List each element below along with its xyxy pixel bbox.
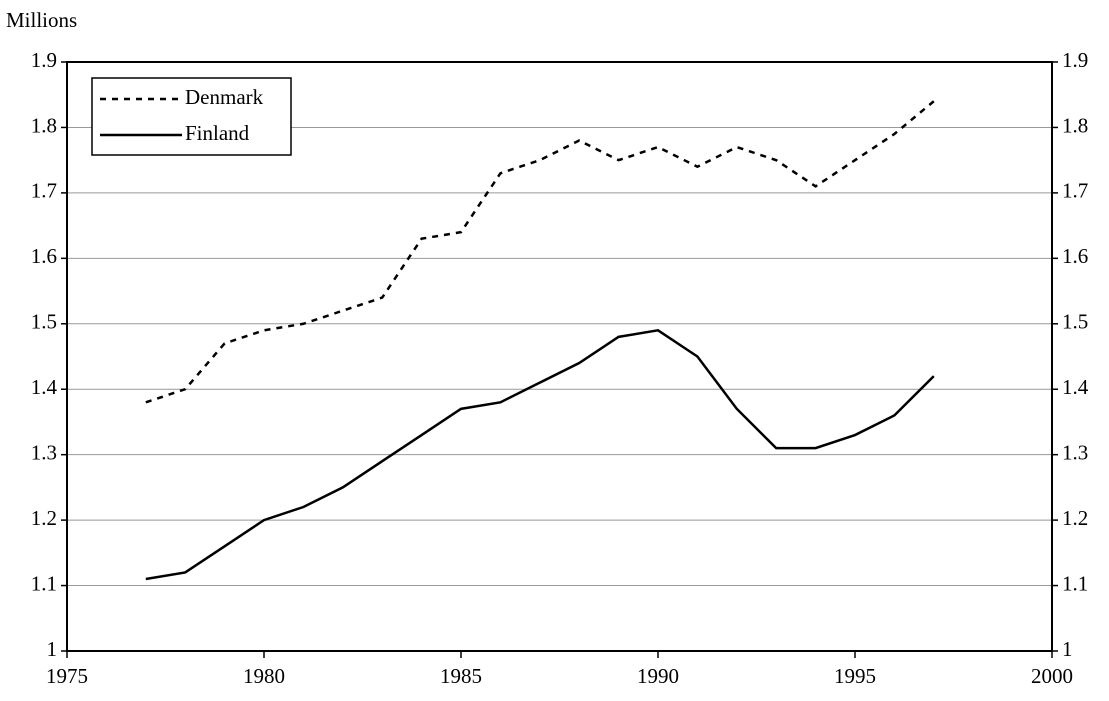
y2-tick-label: 1.6 [1062, 244, 1088, 268]
y2-tick-label: 1.3 [1062, 440, 1088, 464]
y-tick-label: 1.8 [31, 113, 57, 137]
y-tick-label: 1.7 [31, 179, 57, 203]
legend-box [91, 77, 292, 156]
legend-label: Finland [185, 121, 250, 145]
x-tick-label: 1975 [46, 664, 88, 688]
plot-frame [66, 61, 1053, 652]
x-tick-label: 1985 [440, 664, 482, 688]
y-tick-label: 1 [47, 637, 58, 661]
x-tick-label: 2000 [1031, 664, 1073, 688]
y-tick-label: 1.2 [31, 506, 57, 530]
series-line [145, 329, 935, 581]
y2-tick-label: 1.1 [1062, 571, 1088, 595]
legend-label: Denmark [185, 85, 264, 109]
y2-tick-label: 1.9 [1062, 48, 1088, 72]
x-tick-label: 1980 [243, 664, 285, 688]
x-tick-label: 1990 [637, 664, 679, 688]
y2-tick-label: 1.2 [1062, 506, 1088, 530]
y2-tick-label: 1.8 [1062, 113, 1088, 137]
y-tick-label: 1.1 [31, 571, 57, 595]
y2-tick-label: 1.5 [1062, 310, 1088, 334]
series-line [145, 100, 935, 404]
y2-tick-label: 1.7 [1062, 179, 1088, 203]
y-tick-label: 1.5 [31, 310, 57, 334]
y-tick-label: 1.9 [31, 48, 57, 72]
unit-label: Millions [6, 8, 77, 32]
y-tick-label: 1.4 [31, 375, 58, 399]
y-tick-label: 1.3 [31, 440, 57, 464]
y2-tick-label: 1 [1062, 637, 1073, 661]
x-tick-label: 1995 [834, 664, 876, 688]
y2-tick-label: 1.4 [1062, 375, 1089, 399]
y-tick-label: 1.6 [31, 244, 57, 268]
